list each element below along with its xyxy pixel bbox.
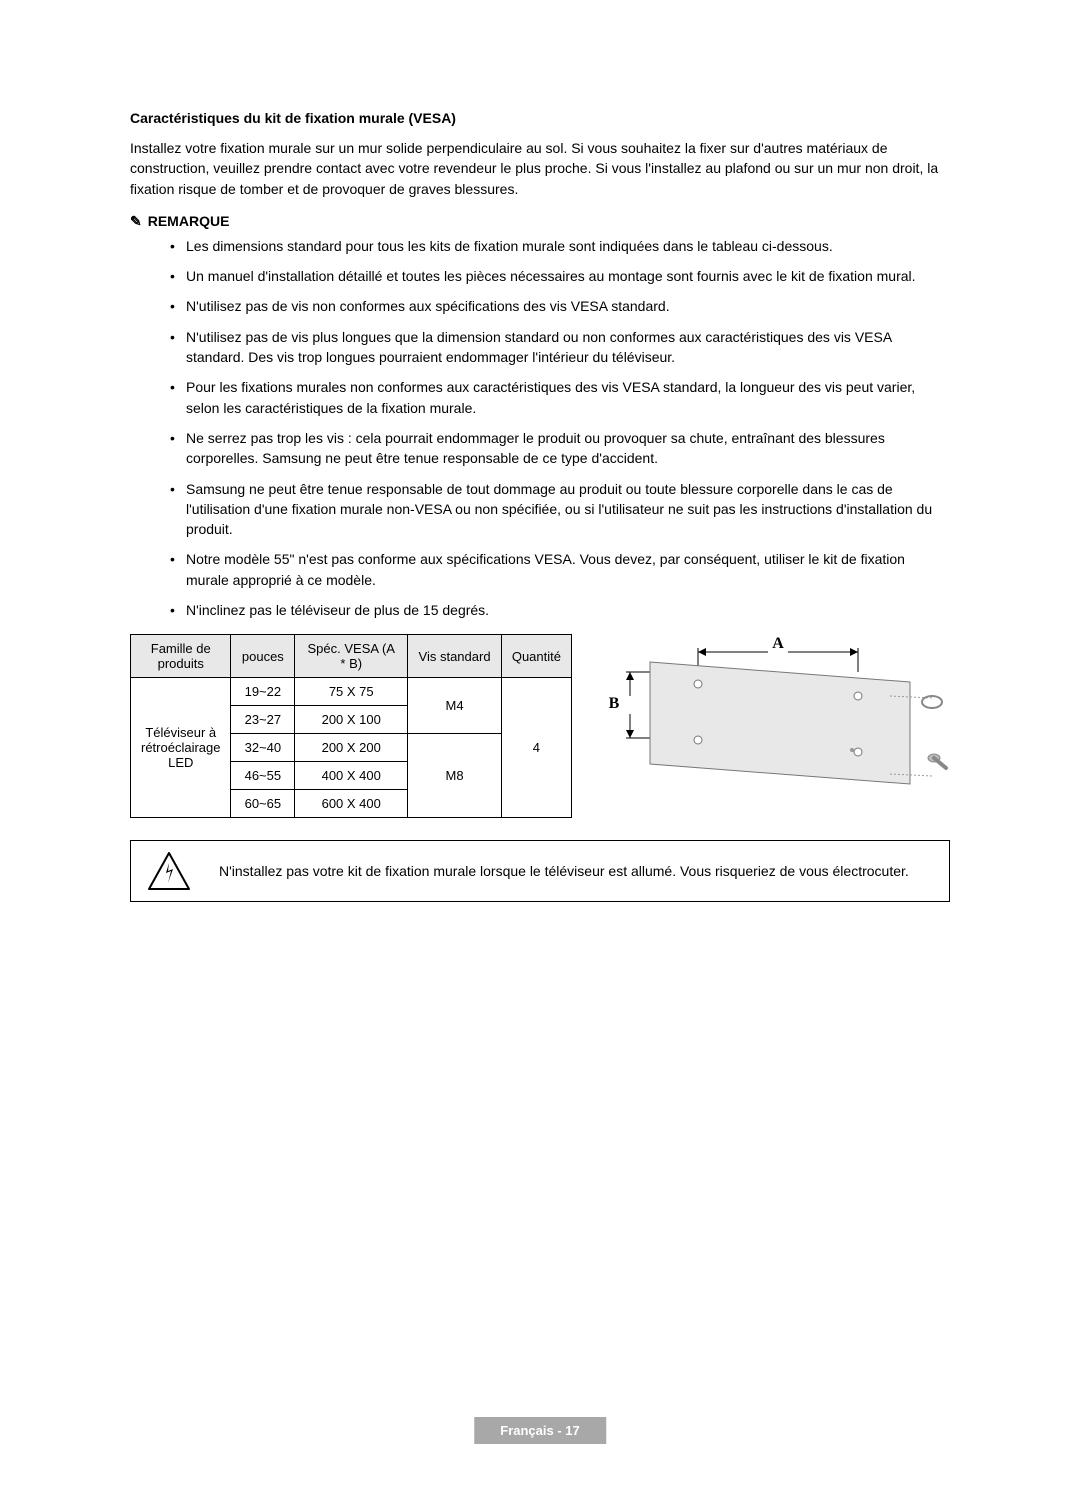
th-pouces: pouces [231, 635, 295, 678]
vesa-spec-table: Famille de produits pouces Spéc. VESA (A… [130, 634, 572, 818]
cell-pouces: 32~40 [231, 734, 295, 762]
bullet-list: Les dimensions standard pour tous les ki… [130, 236, 950, 620]
th-qty: Quantité [501, 635, 571, 678]
cell-family: Téléviseur à rétroéclairage LED [131, 678, 231, 818]
th-vesa: Spéc. VESA (A * B) [295, 635, 408, 678]
remarque-label: REMARQUE [148, 213, 230, 229]
page-footer: Français - 17 [474, 1417, 606, 1444]
cell-pouces: 60~65 [231, 790, 295, 818]
bullet-item: N'utilisez pas de vis non conformes aux … [170, 296, 950, 316]
diagram-label-b: B [609, 695, 620, 712]
cell-pouces: 46~55 [231, 762, 295, 790]
warning-triangle-icon [147, 851, 191, 891]
diagram-label-a: A [772, 635, 784, 652]
cell-vesa: 600 X 400 [295, 790, 408, 818]
bullet-item: Samsung ne peut être tenue responsable d… [170, 479, 950, 540]
bullet-item: Les dimensions standard pour tous les ki… [170, 236, 950, 256]
cell-pouces: 19~22 [231, 678, 295, 706]
bullet-item: Pour les fixations murales non conformes… [170, 377, 950, 418]
vesa-diagram: A B [590, 634, 950, 804]
bullet-item: Ne serrez pas trop les vis : cela pourra… [170, 428, 950, 469]
cell-vesa: 400 X 400 [295, 762, 408, 790]
cell-qty: 4 [501, 678, 571, 818]
note-icon: ✎ [130, 213, 142, 230]
bullet-item: Notre modèle 55" n'est pas conforme aux … [170, 549, 950, 590]
remarque-heading: ✎ REMARQUE [130, 213, 950, 230]
warning-box: N'installez pas votre kit de fixation mu… [130, 840, 950, 902]
warning-text: N'installez pas votre kit de fixation mu… [219, 861, 909, 881]
th-vis: Vis standard [408, 635, 502, 678]
bullet-item: N'utilisez pas de vis plus longues que l… [170, 327, 950, 368]
cell-vis: M4 [408, 678, 502, 734]
table-diagram-row: Famille de produits pouces Spéc. VESA (A… [130, 634, 950, 818]
intro-paragraph: Installez votre fixation murale sur un m… [130, 138, 950, 199]
cell-vesa: 75 X 75 [295, 678, 408, 706]
cell-vis: M8 [408, 734, 502, 818]
cell-pouces: 23~27 [231, 706, 295, 734]
vesa-heading: Caractéristiques du kit de fixation mura… [130, 110, 950, 126]
table-row: Téléviseur à rétroéclairage LED 19~22 75… [131, 678, 572, 706]
bullet-item: Un manuel d'installation détaillé et tou… [170, 266, 950, 286]
th-family: Famille de produits [131, 635, 231, 678]
cell-vesa: 200 X 100 [295, 706, 408, 734]
cell-vesa: 200 X 200 [295, 734, 408, 762]
bullet-item: N'inclinez pas le téléviseur de plus de … [170, 600, 950, 620]
